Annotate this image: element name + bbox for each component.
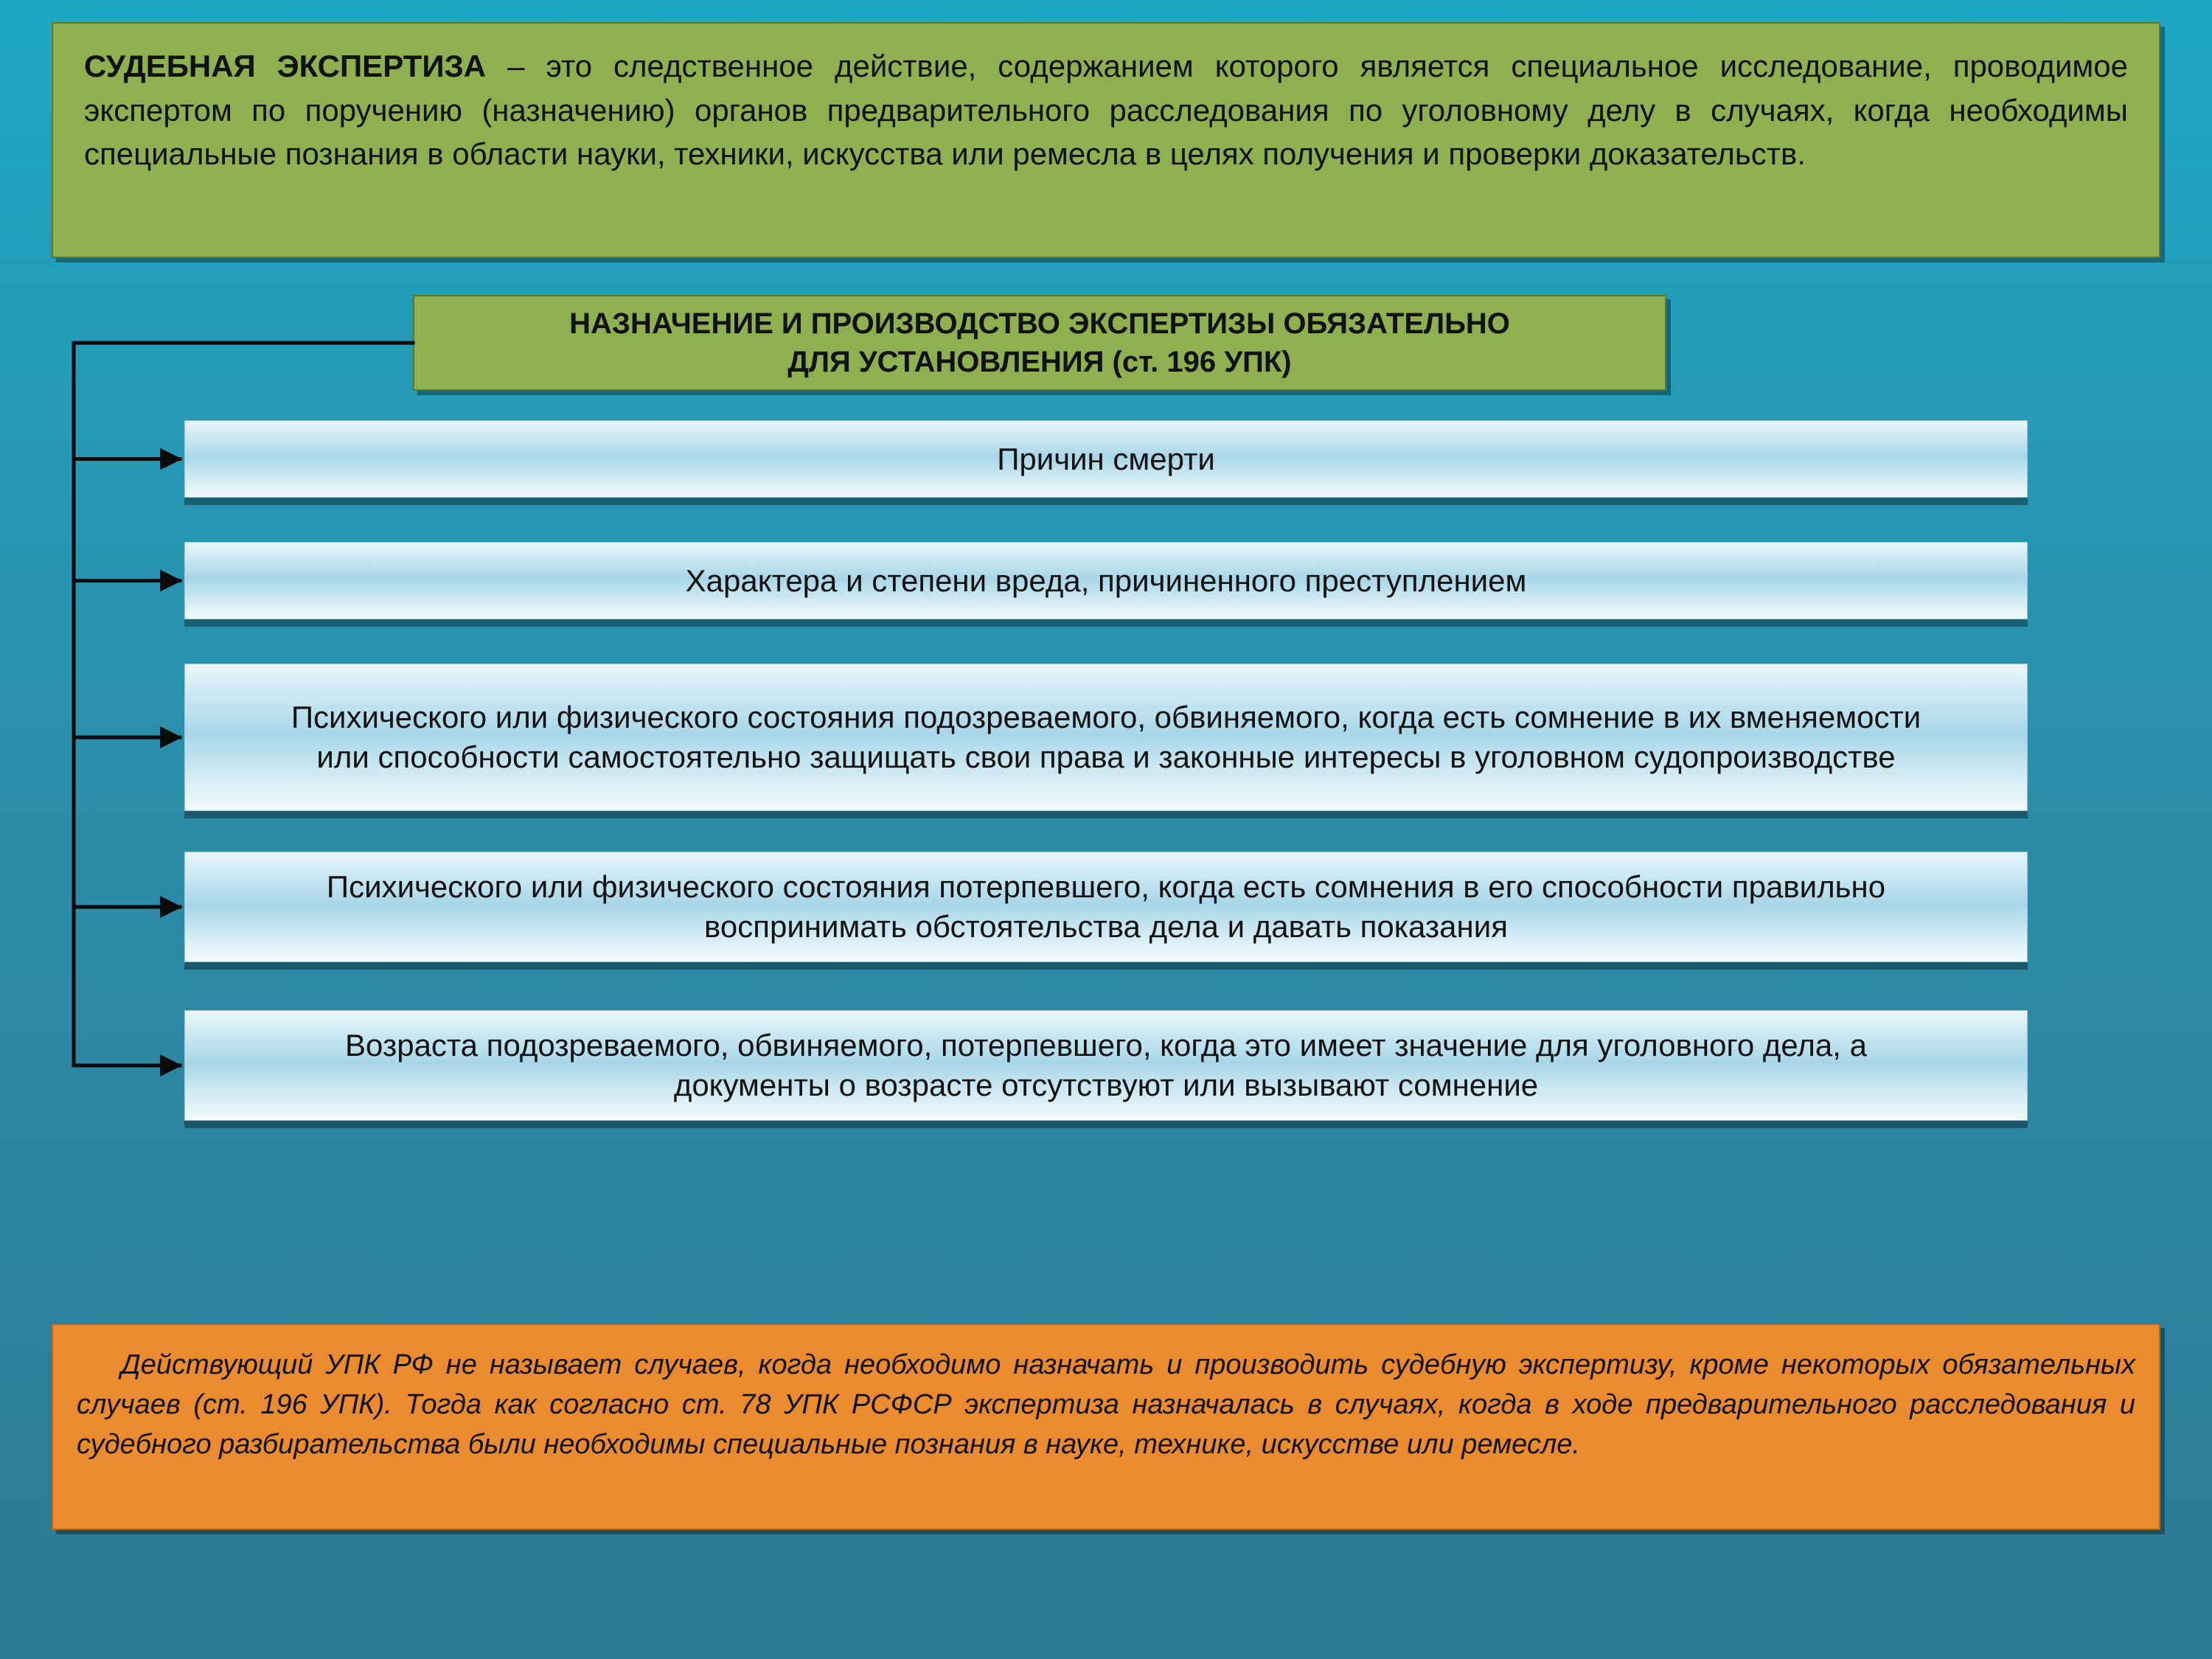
list-item-text: Возраста подозреваемого, обвиняемого, по… [266, 1026, 1946, 1105]
list-item: Возраста подозреваемого, обвиняемого, по… [184, 1010, 2028, 1121]
footnote-panel: Действующий УПК РФ не называет случаев, … [52, 1324, 2160, 1530]
list-item-text: Психического или физического состояния п… [266, 867, 1946, 947]
section-title-line1: НАЗНАЧЕНИЕ И ПРОИЗВОДСТВО ЭКСПЕРТИЗЫ ОБЯ… [569, 307, 1510, 340]
list-item: Психического или физического состояния п… [184, 664, 2028, 811]
footnote-text: Действующий УПК РФ не называет случаев, … [77, 1349, 2135, 1460]
section-title-text: НАЗНАЧЕНИЕ И ПРОИЗВОДСТВО ЭКСПЕРТИЗЫ ОБЯ… [569, 305, 1510, 381]
definition-panel: СУДЕБНАЯ ЭКСПЕРТИЗА – это следственное д… [52, 22, 2160, 258]
list-item: Психического или физического состояния п… [184, 852, 2028, 962]
section-title-line2: ДЛЯ УСТАНОВЛЕНИЯ (ст. 196 УПК) [787, 346, 1291, 378]
list-item-text: Психического или физического состояния п… [266, 698, 1946, 777]
list-item-text: Характера и степени вреда, причиненного … [686, 561, 1527, 601]
definition-term: СУДЕБНАЯ ЭКСПЕРТИЗА [84, 49, 486, 83]
list-item: Причин смерти [184, 420, 2028, 498]
list-item-text: Причин смерти [997, 439, 1215, 479]
definition-text: СУДЕБНАЯ ЭКСПЕРТИЗА – это следственное д… [84, 44, 2128, 176]
section-title-panel: НАЗНАЧЕНИЕ И ПРОИЗВОДСТВО ЭКСПЕРТИЗЫ ОБЯ… [413, 295, 1666, 391]
list-item: Характера и степени вреда, причиненного … [184, 542, 2028, 619]
